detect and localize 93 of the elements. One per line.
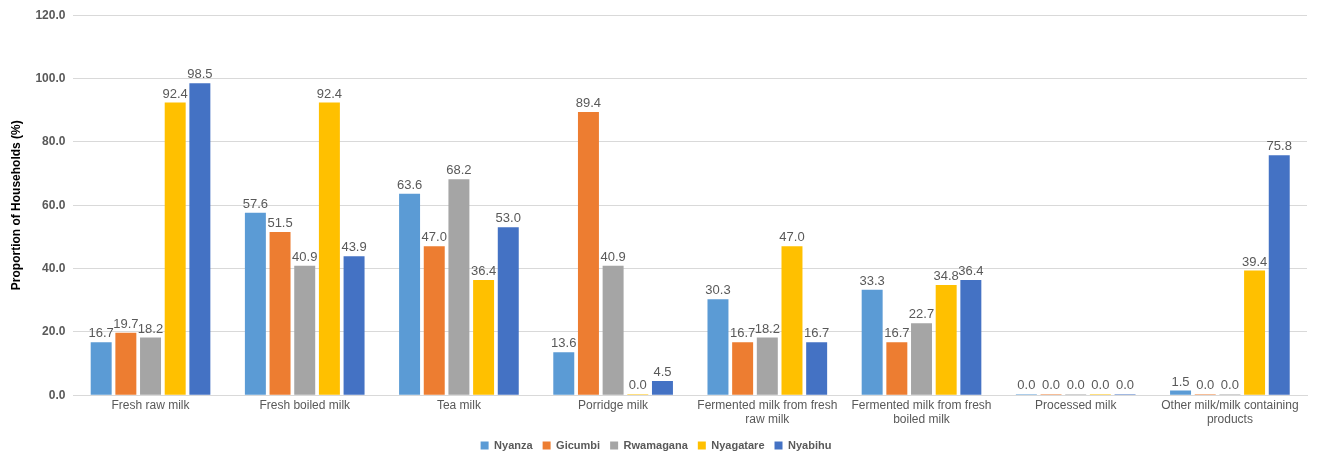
bar	[886, 342, 908, 395]
bar	[343, 256, 365, 395]
data-label: 36.4	[958, 263, 984, 279]
bar	[806, 342, 828, 395]
data-label: 92.4	[162, 85, 188, 101]
data-label: 19.7	[113, 315, 139, 331]
bar	[399, 193, 421, 395]
data-label: 16.7	[729, 325, 756, 341]
data-label: 4.5	[653, 364, 672, 380]
bar	[756, 337, 778, 395]
y-tick-label: 120.0	[35, 7, 66, 22]
bar	[497, 227, 519, 395]
bar	[861, 289, 883, 395]
bar	[1268, 155, 1290, 395]
bar	[732, 342, 754, 395]
y-tick-label: 60.0	[42, 197, 66, 212]
data-label: 33.3	[859, 272, 885, 288]
bar	[911, 323, 932, 395]
y-tick-label: 100.0	[35, 70, 66, 85]
data-label: 53.0	[495, 210, 521, 226]
data-label: 39.4	[1241, 253, 1268, 269]
data-label: 47.0	[779, 229, 805, 245]
x-tick-label: Fermented milk from fresh raw milk	[697, 397, 838, 427]
data-label: 16.7	[884, 325, 910, 341]
data-label: 0.0	[1066, 377, 1085, 393]
y-tick-label: 80.0	[42, 134, 66, 149]
bar	[1170, 390, 1192, 395]
data-label: 18.2	[137, 320, 164, 336]
data-label: 92.4	[316, 85, 343, 101]
data-label: 68.2	[446, 162, 472, 178]
data-label: 34.8	[933, 268, 959, 284]
y-axis-title: Proportion of Households (%)	[8, 120, 23, 291]
data-label: 22.7	[908, 306, 935, 322]
x-tick-label: Processed milk	[1035, 397, 1118, 412]
data-label: 40.9	[292, 248, 318, 264]
data-label: 0.0	[628, 377, 647, 393]
data-label: 43.9	[341, 239, 367, 255]
data-label: 16.7	[804, 325, 830, 341]
bar	[90, 342, 112, 395]
data-label: 75.8	[1266, 138, 1292, 154]
data-label: 51.5	[267, 215, 293, 231]
bar	[140, 337, 162, 395]
bar	[164, 102, 186, 395]
data-label: 13.6	[551, 335, 577, 351]
bar	[244, 212, 266, 395]
data-label: 0.0	[1220, 377, 1239, 393]
data-label: 36.4	[470, 263, 497, 279]
bar	[448, 179, 470, 395]
bar	[707, 299, 729, 395]
data-label: 63.6	[396, 176, 423, 192]
bar	[602, 265, 624, 395]
bar	[294, 265, 316, 395]
data-label: 18.2	[754, 320, 780, 336]
legend-label: Rwamagana	[623, 438, 689, 451]
x-tick-label: Porridge milk	[578, 397, 650, 412]
bar	[269, 232, 291, 395]
legend-label: Nyagatare	[711, 438, 765, 451]
data-label: 0.0	[1091, 377, 1110, 393]
data-label: 16.7	[88, 325, 114, 341]
data-label: 89.4	[575, 95, 602, 111]
bar	[935, 285, 957, 395]
bar	[960, 279, 982, 395]
legend-label: Nyanza	[494, 438, 534, 451]
x-tick-label: Fermented milk from fresh boiled milk	[851, 397, 992, 427]
bar	[473, 279, 495, 395]
y-tick-label: 20.0	[42, 324, 66, 339]
legend-label: Nyabihu	[788, 438, 832, 451]
bar	[553, 352, 575, 395]
x-tick-label: Tea milk	[436, 397, 482, 412]
bar	[318, 102, 340, 395]
data-label: 57.6	[242, 195, 269, 211]
bar	[1244, 270, 1266, 395]
bar	[423, 246, 445, 395]
legend-label: Gicumbi	[556, 438, 601, 451]
data-label: 47.0	[421, 229, 447, 245]
bar	[115, 332, 137, 395]
bar	[651, 380, 673, 395]
data-label: 30.3	[705, 282, 731, 298]
data-label: 0.0	[1196, 377, 1215, 393]
y-tick-label: 40.0	[42, 260, 66, 275]
data-label: 0.0	[1116, 377, 1135, 393]
y-tick-label: 0.0	[48, 387, 66, 402]
data-label: 1.5	[1171, 373, 1190, 389]
x-tick-label: Fresh boiled milk	[259, 397, 352, 412]
x-tick-label: Fresh raw milk	[111, 397, 191, 412]
data-label: 98.5	[187, 66, 213, 82]
x-tick-label: Other milk/milk containing products	[1161, 397, 1299, 427]
data-label: 0.0	[1017, 377, 1036, 393]
data-label: 0.0	[1041, 377, 1061, 393]
data-label: 40.9	[600, 248, 626, 264]
bar	[189, 83, 211, 395]
bar	[577, 112, 599, 395]
bar	[781, 246, 803, 395]
